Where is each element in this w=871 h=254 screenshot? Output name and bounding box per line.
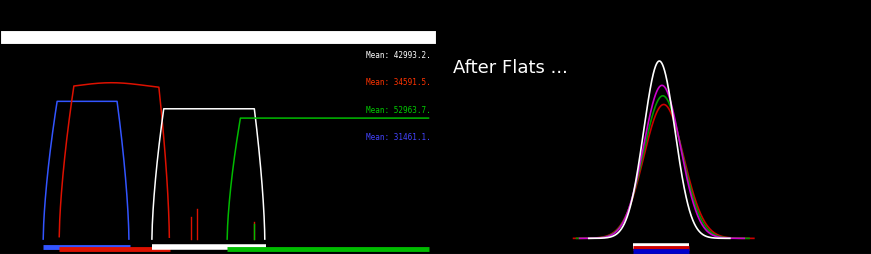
Text: Mean: 34591.5.: Mean: 34591.5. — [367, 78, 431, 87]
Text: Mean: 31461.1.: Mean: 31461.1. — [367, 133, 431, 141]
Text: Mean: 42993.2.: Mean: 42993.2. — [367, 51, 431, 60]
Text: After Flats ...: After Flats ... — [453, 59, 568, 77]
Text: Mean: 52963.7.: Mean: 52963.7. — [367, 105, 431, 114]
